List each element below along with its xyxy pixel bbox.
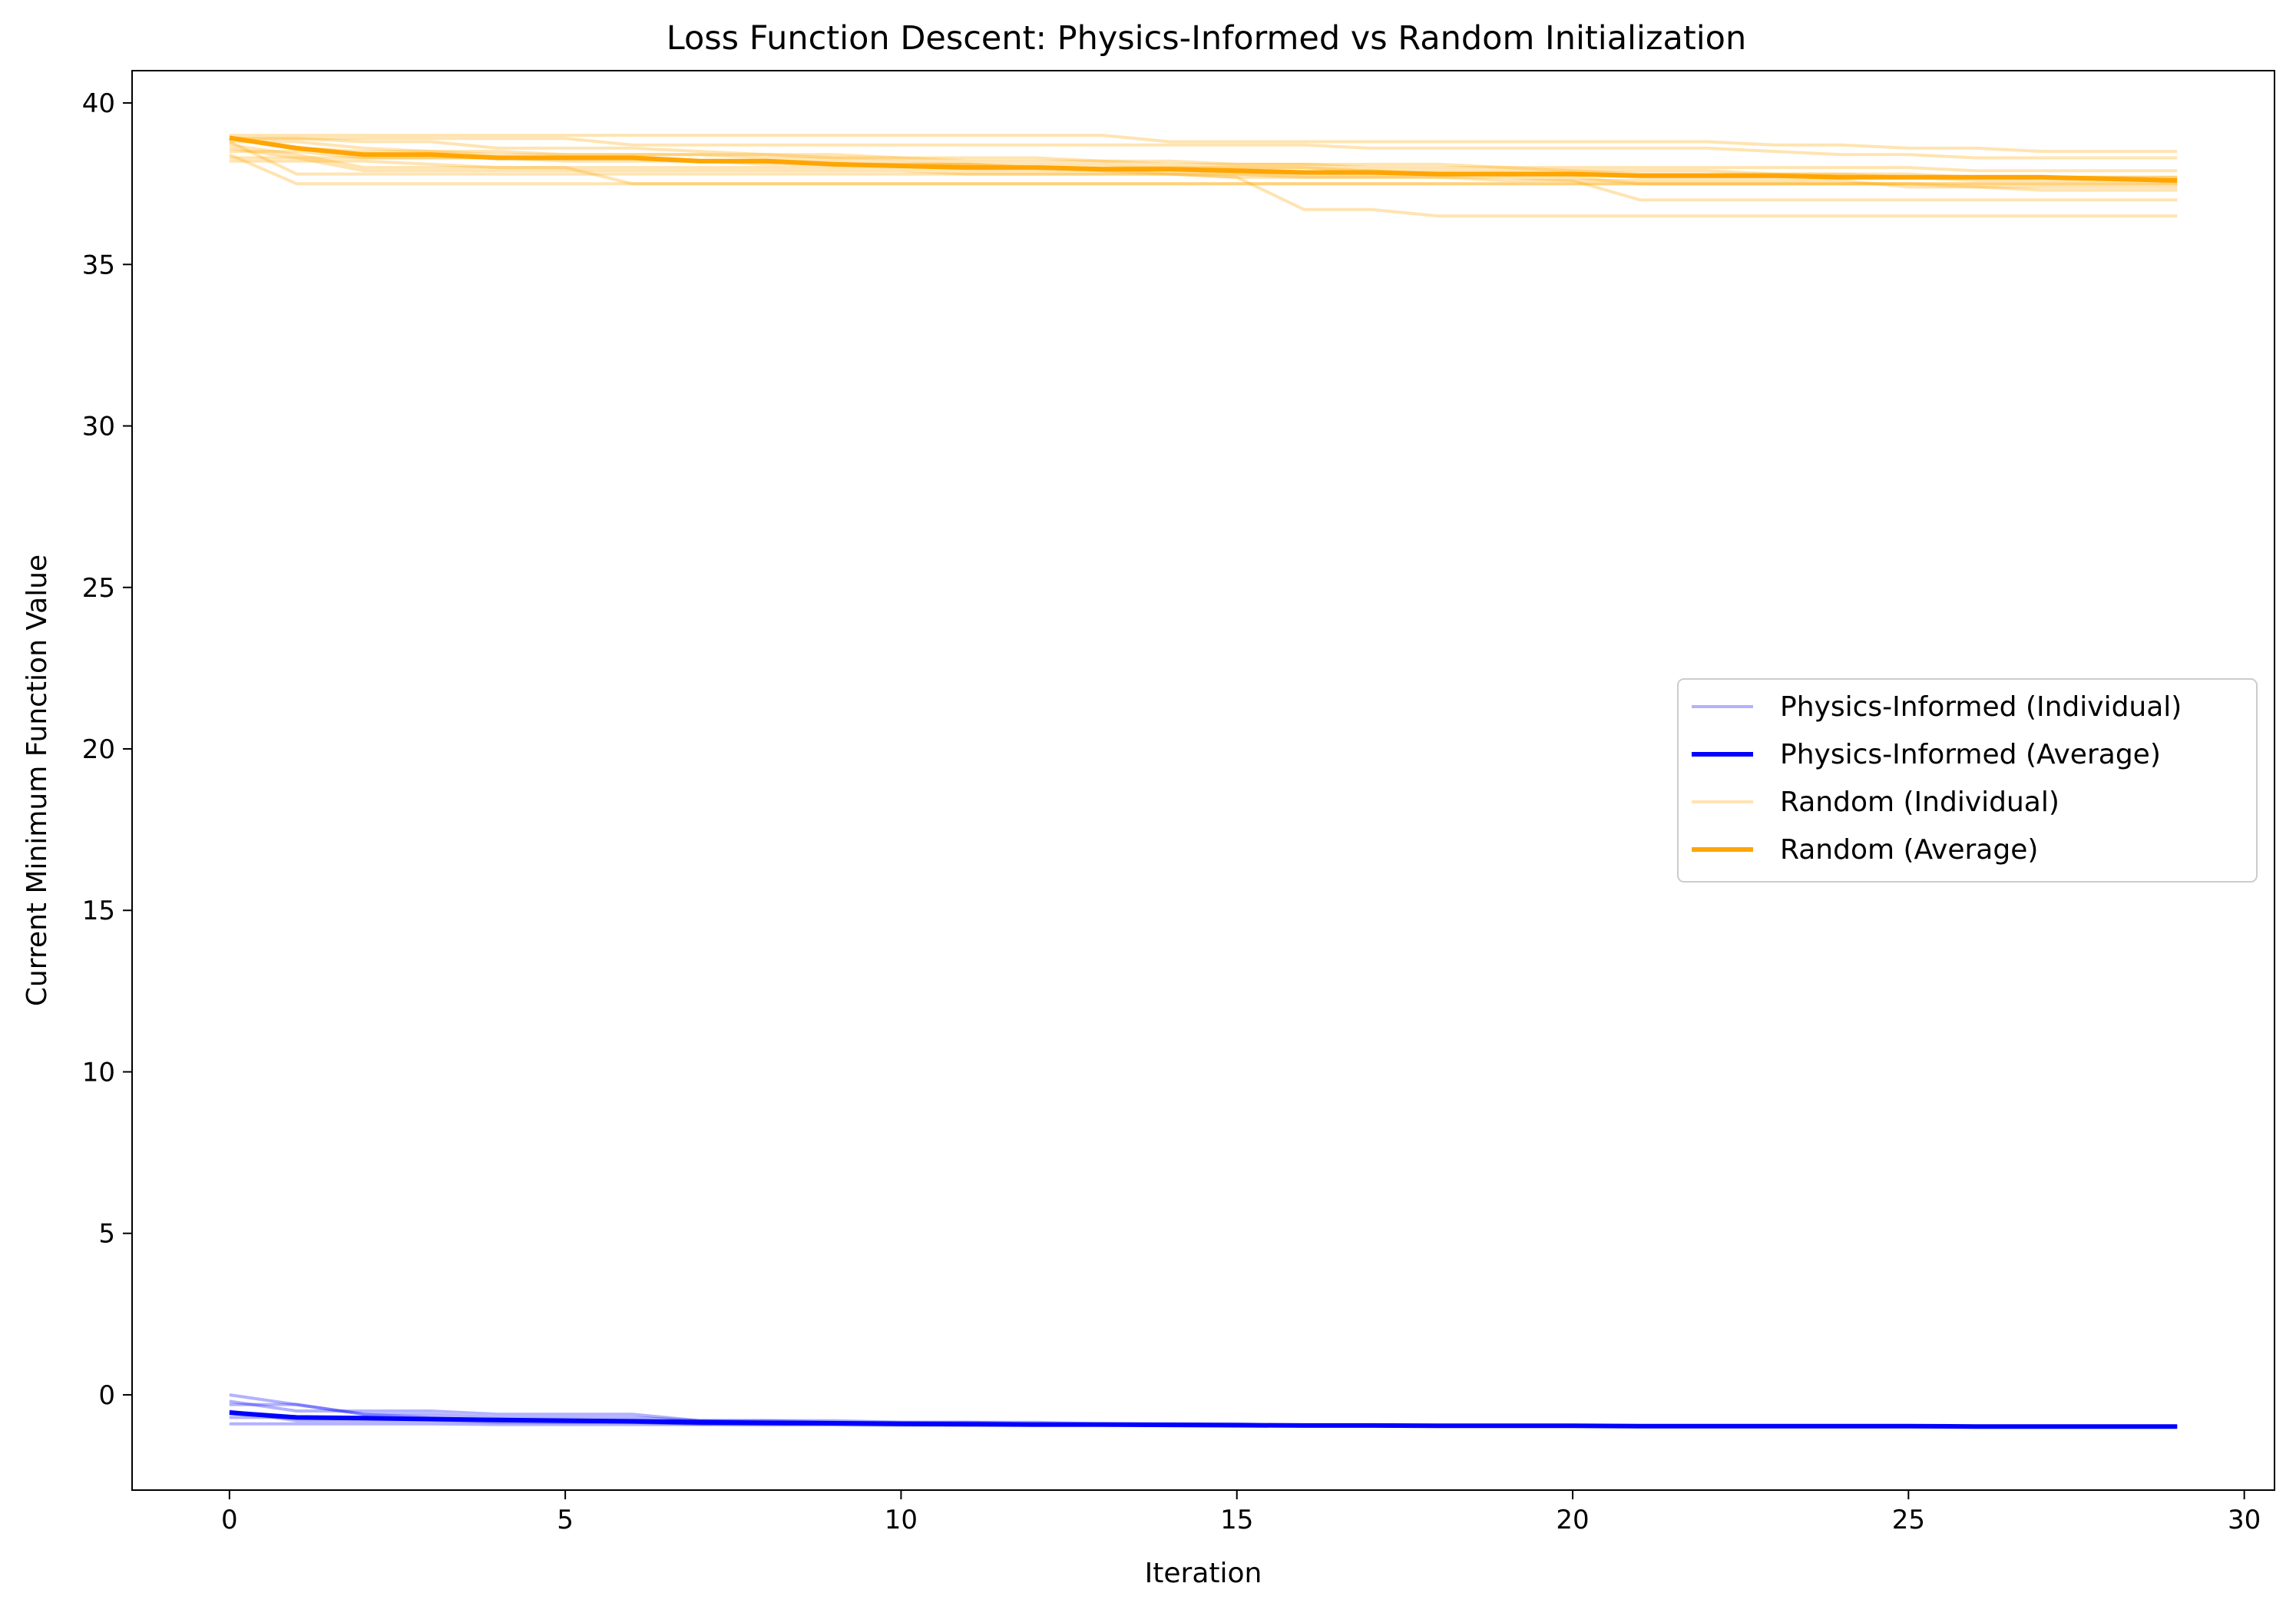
series-line-physics-average-1 bbox=[229, 1410, 2178, 1429]
x-tick-label-5: 5 bbox=[557, 1505, 574, 1535]
series-line-random-individual-6 bbox=[229, 153, 2178, 186]
y-tick-label-20: 20 bbox=[82, 734, 115, 765]
x-tick-label-20: 20 bbox=[1556, 1505, 1589, 1535]
chart-title: Loss Function Descent: Physics-Informed … bbox=[667, 19, 1746, 58]
plot-area-frame bbox=[131, 70, 2275, 1491]
x-tick-label-10: 10 bbox=[885, 1505, 918, 1535]
legend-label-physics-average: Physics-Informed (Average) bbox=[1780, 739, 2161, 770]
series-line-random-individual-7 bbox=[229, 143, 2178, 186]
series-line-random-individual-9 bbox=[229, 150, 2178, 189]
x-tick-label-15: 15 bbox=[1220, 1505, 1253, 1535]
y-tick-label-5: 5 bbox=[98, 1219, 115, 1250]
legend-box bbox=[1677, 678, 2258, 883]
y-tick-label-25: 25 bbox=[82, 573, 115, 604]
x-axis-title: Iteration bbox=[1145, 1558, 1262, 1589]
legend-label-random-average: Random (Average) bbox=[1780, 834, 2038, 866]
y-tick-label-30: 30 bbox=[82, 412, 115, 442]
series-line-random-individual-12 bbox=[229, 137, 2178, 179]
y-tick-label-10: 10 bbox=[82, 1057, 115, 1088]
y-axis: 0 5 10 15 20 25 30 35 40 bbox=[82, 88, 132, 1411]
x-axis: 0 5 10 15 20 25 30 bbox=[221, 1490, 2261, 1535]
x-tick-label-25: 25 bbox=[1892, 1505, 1925, 1535]
series-line-random-individual-11 bbox=[228, 140, 2178, 192]
legend-label-random-individual: Random (Individual) bbox=[1780, 787, 2059, 818]
series-line-random-individual-2 bbox=[229, 137, 2178, 160]
legend: Physics-Informed (Individual) Physics-In… bbox=[1677, 678, 2258, 883]
x-tick-label-0: 0 bbox=[221, 1505, 238, 1535]
y-tick-label-35: 35 bbox=[82, 250, 115, 280]
y-axis-title: Current Minimum Function Value bbox=[22, 555, 53, 1006]
legend-label-physics-individual: Physics-Informed (Individual) bbox=[1780, 691, 2182, 723]
series-line-random-individual-8 bbox=[229, 137, 2178, 218]
y-tick-label-15: 15 bbox=[82, 896, 115, 926]
series-line-random-individual-10 bbox=[229, 156, 2178, 202]
series-layer bbox=[228, 134, 2178, 1429]
series-line-random-individual-1 bbox=[229, 134, 2178, 154]
y-tick-label-0: 0 bbox=[98, 1380, 115, 1411]
x-tick-label-30: 30 bbox=[2228, 1505, 2261, 1535]
y-tick-label-40: 40 bbox=[82, 88, 115, 119]
series-line-random-individual-3 bbox=[229, 140, 2178, 173]
series-line-random-average-1 bbox=[229, 135, 2178, 183]
